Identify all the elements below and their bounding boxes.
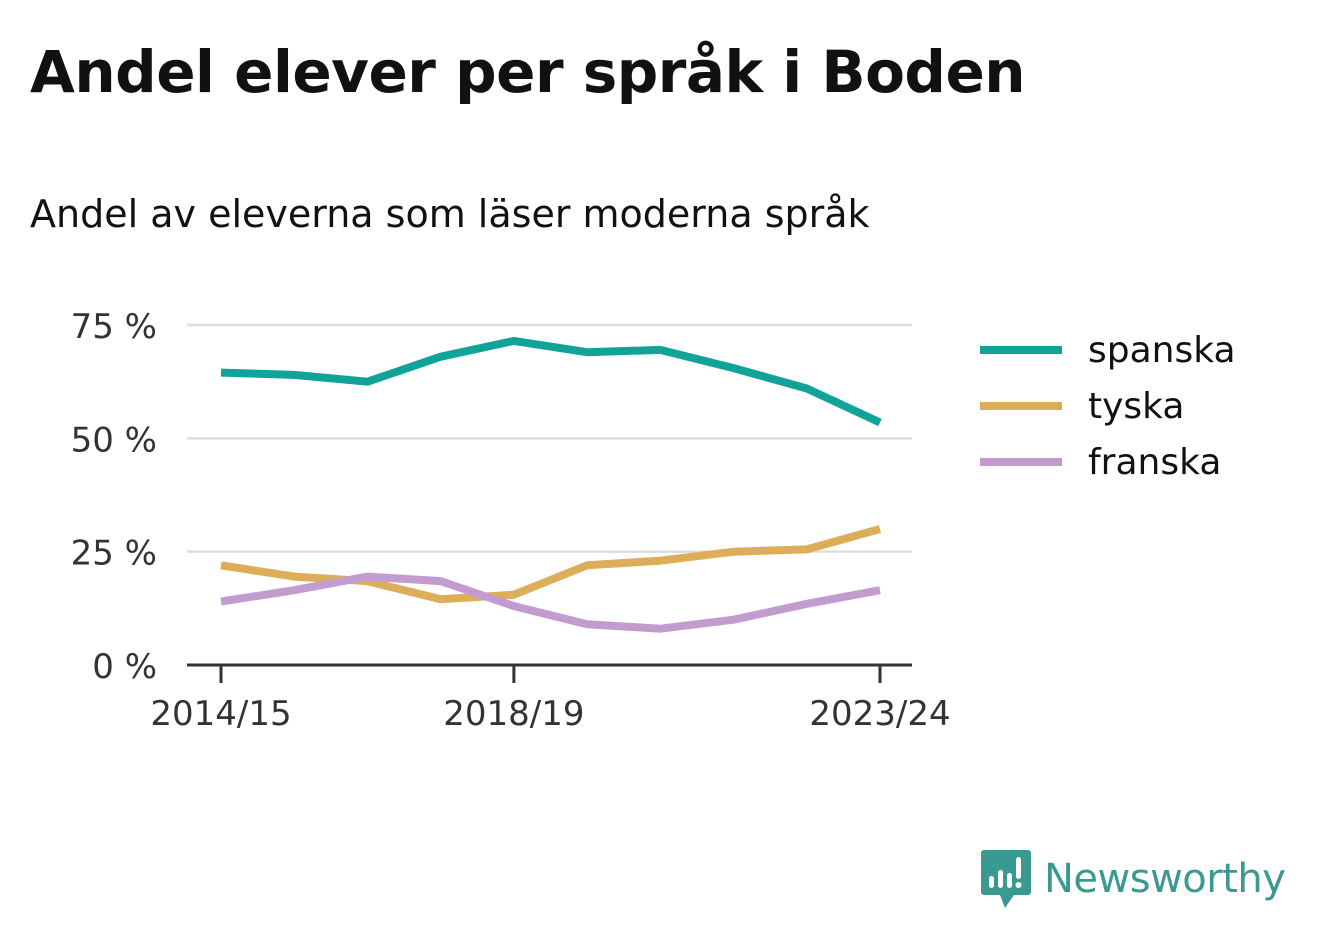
x-axis: 2014/15 2018/19 2023/24: [150, 663, 951, 734]
y-axis-ticks: 0 % 25 % 50 % 75 %: [71, 307, 157, 687]
x-tick-label: 2023/24: [809, 694, 950, 734]
legend-label: tyska: [1088, 386, 1184, 427]
series-line-franska: [220, 572, 881, 633]
y-tick-label: 0 %: [92, 647, 157, 687]
x-tick-label: 2014/15: [150, 694, 291, 734]
y-tick-label: 25 %: [71, 534, 157, 574]
series-line-spanska: [220, 336, 882, 427]
series-lines: [220, 336, 882, 633]
series-line-tyska: [220, 525, 882, 604]
newsworthy-brand: Newsworthy: [980, 848, 1286, 910]
gridlines: [187, 323, 912, 553]
legend: spanska tyska franska: [980, 330, 1236, 483]
x-tick-label: 2018/19: [443, 694, 584, 734]
brand-name: Newsworthy: [1044, 856, 1286, 902]
newsworthy-logo-icon: [981, 850, 1031, 908]
y-tick-label: 75 %: [71, 307, 157, 347]
chart-subtitle: Andel av eleverna som läser moderna språ…: [30, 192, 870, 236]
chart-title: Andel elever per språk i Boden: [30, 38, 1026, 106]
y-tick-label: 50 %: [71, 420, 157, 460]
legend-label: spanska: [1088, 330, 1236, 371]
legend-label: franska: [1088, 442, 1221, 483]
